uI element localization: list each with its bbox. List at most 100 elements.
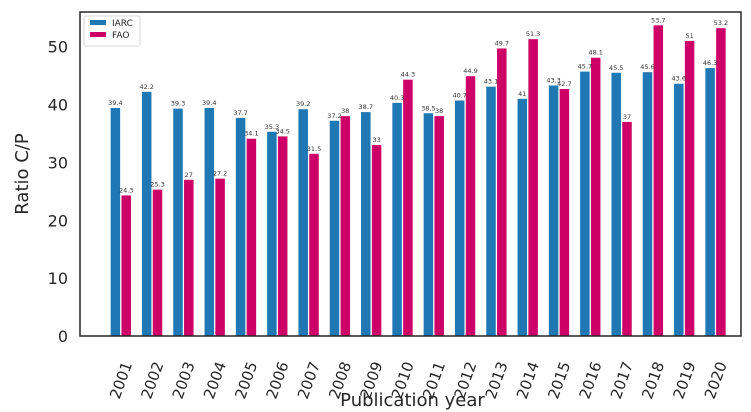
- x-tick-label: 2007: [294, 359, 324, 401]
- bar-value-label: 31.5: [307, 145, 321, 153]
- x-tick-label: 2004: [200, 359, 230, 401]
- y-axis-ticks: 0 10 20 30 40 50: [48, 38, 68, 346]
- bar-value-label: 51.3: [526, 30, 540, 38]
- bar-iarc-2009: [361, 112, 371, 336]
- bar-iarc-2008: [329, 120, 340, 337]
- y-tick-label: 40: [48, 96, 68, 115]
- x-tick-label: 2005: [231, 359, 261, 401]
- legend-label-iarc: IARC: [112, 19, 133, 29]
- bar-value-label: 38: [435, 107, 443, 115]
- bar-value-label: 46.3: [703, 59, 717, 67]
- x-tick-label: 2016: [576, 359, 606, 401]
- bar-iarc-2010: [392, 102, 402, 336]
- legend-label-fao: FAO: [112, 31, 129, 41]
- bar-fao-2002: [152, 189, 163, 336]
- bar-fao-2016: [590, 57, 601, 337]
- x-tick-label: 2019: [670, 359, 700, 401]
- bar-iarc-2003: [173, 108, 183, 337]
- bar-value-label: 42.7: [557, 80, 571, 88]
- bar-value-label: 27.2: [213, 170, 227, 178]
- x-tick-label: 2017: [607, 359, 637, 401]
- bar-iarc-2020: [705, 68, 715, 337]
- bar-iarc-2013: [486, 86, 496, 336]
- bar-value-label: 44.3: [401, 71, 415, 79]
- bar-value-label: 39.2: [296, 100, 310, 108]
- bar-iarc-2012: [454, 100, 465, 337]
- bar-iarc-2019: [674, 83, 684, 337]
- bar-iarc-2016: [580, 71, 590, 336]
- y-axis-label: Ratio C/P: [12, 133, 33, 215]
- bar-value-label: 48.1: [588, 49, 602, 57]
- bar-fao-2008: [340, 116, 351, 336]
- bar-value-label: 42.2: [139, 83, 153, 91]
- bar-iarc-2006: [267, 131, 277, 336]
- bar-fao-2007: [309, 153, 319, 336]
- y-tick-label: 30: [48, 153, 68, 172]
- bar-value-label: 37.2: [327, 112, 341, 120]
- bar-value-label: 41: [518, 90, 526, 98]
- bar-iarc-2015: [548, 85, 559, 336]
- bar-value-label: 39.3: [171, 100, 185, 108]
- bar-fao-2005: [246, 138, 257, 336]
- bar-fao-2013: [497, 48, 507, 336]
- bar-value-label: 35.3: [265, 123, 279, 131]
- x-tick-label: 2013: [482, 359, 512, 401]
- x-tick-label: 2015: [544, 359, 574, 401]
- bar-value-label: 24.3: [119, 186, 133, 194]
- x-tick-label: 2018: [638, 359, 668, 401]
- bar-value-label: 43.3: [546, 76, 560, 84]
- bar-value-label: 51: [685, 32, 693, 40]
- bar-value-labels: 39.4 24.3 42.2 25.3 39.3 27 39.4 27.2 37.7 34.1 35…: [108, 16, 728, 194]
- bar-value-label: 39.4: [202, 99, 216, 107]
- x-axis-label: Publication year: [340, 390, 485, 411]
- bar-iarc-2004: [204, 108, 215, 336]
- plot-frame: [79, 11, 742, 337]
- bar-value-label: 38.7: [359, 103, 373, 111]
- y-tick-label: 0: [58, 327, 68, 346]
- bar-iarc-2014: [517, 98, 528, 336]
- bar-value-label: 43.6: [672, 75, 686, 83]
- x-tick-label: 2006: [263, 359, 293, 401]
- bar-fao-2019: [684, 40, 695, 337]
- bars: [110, 25, 726, 337]
- bar-iarc-2018: [642, 72, 653, 337]
- bar-value-label: 40.7: [452, 92, 466, 100]
- bar-value-label: 37.7: [233, 109, 247, 117]
- x-tick-label: 2002: [137, 359, 167, 401]
- bar-fao-2017: [622, 121, 632, 337]
- bar-fao-2014: [528, 39, 538, 336]
- x-tick-label: 2003: [169, 359, 199, 401]
- bar-value-label: 44.9: [463, 67, 477, 75]
- bar-iarc-2011: [423, 113, 434, 336]
- x-tick-label: 2001: [106, 359, 136, 401]
- legend: IARC FAO: [83, 15, 141, 47]
- bar-value-label: 34.5: [275, 127, 289, 135]
- bar-value-label: 38: [341, 107, 349, 115]
- bar-fao-2020: [716, 28, 726, 336]
- x-tick-label: 2014: [513, 359, 543, 401]
- bar-fao-2010: [403, 79, 413, 336]
- x-tick-label: 2020: [701, 359, 731, 401]
- bar-value-label: 33: [372, 136, 380, 144]
- bar-fao-2003: [184, 179, 194, 336]
- bar-iarc-2005: [235, 117, 246, 336]
- bar-value-label: 43.1: [484, 78, 498, 86]
- bar-fao-2001: [121, 195, 131, 336]
- bar-iarc-2017: [611, 72, 621, 336]
- bar-value-label: 34.1: [244, 130, 258, 138]
- bar-fao-2011: [434, 116, 444, 336]
- bar-fao-2006: [277, 136, 288, 336]
- bar-value-label: 45.6: [640, 63, 654, 71]
- bar-value-label: 40.3: [390, 94, 404, 102]
- bar-value-label: 53.7: [651, 16, 665, 24]
- bar-value-label: 53.2: [714, 19, 728, 27]
- bar-iarc-2002: [141, 91, 152, 336]
- legend-swatch-fao: [90, 32, 106, 37]
- bar-value-label: 25.3: [150, 181, 164, 189]
- bar-iarc-2007: [298, 109, 308, 336]
- bar-fao-2015: [559, 88, 570, 336]
- bar-fao-2018: [653, 25, 664, 337]
- y-tick-label: 20: [48, 211, 68, 230]
- bar-value-label: 37: [623, 113, 631, 121]
